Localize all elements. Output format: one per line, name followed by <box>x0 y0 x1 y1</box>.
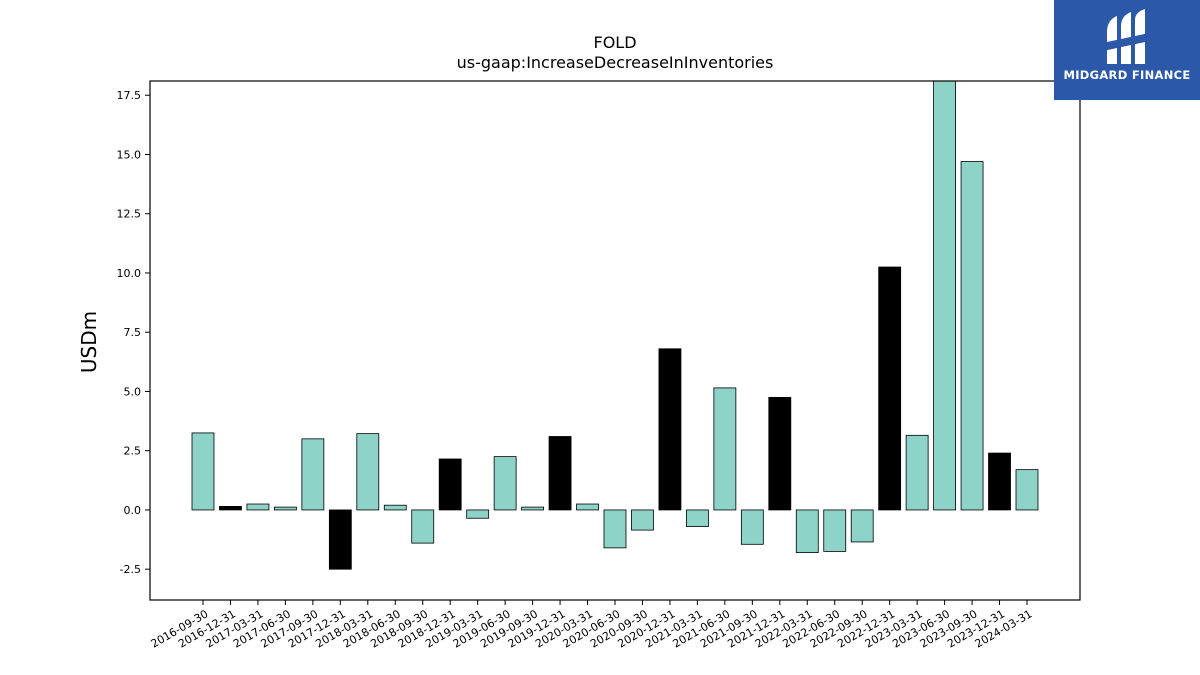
bar-2017-12-31 <box>328 509 352 570</box>
bar-2016-12-31 <box>219 505 242 511</box>
bar-2023-06-30 <box>933 80 956 511</box>
bar-2018-12-31 <box>438 458 462 511</box>
plot-frame <box>149 80 1081 601</box>
y-tick-label: 15.0 <box>117 148 142 161</box>
y-axis: -2.5 0.0 2.5 5.0 7.5 10.0 12.5 15.0 17.5 <box>117 89 150 576</box>
bar-2021-09-30 <box>740 509 764 545</box>
y-tick-label: 7.5 <box>124 326 142 339</box>
bar-2017-09-30 <box>301 438 325 511</box>
bar-2022-06-30 <box>823 509 847 552</box>
bar-2018-03-31 <box>356 433 380 511</box>
bars-layer <box>191 80 1039 570</box>
bar-2017-03-31 <box>246 503 270 511</box>
bar-2020-09-30 <box>631 509 654 531</box>
bar-2022-03-31 <box>795 509 819 554</box>
logo-text: MIDGARD FINANCE <box>1063 68 1191 82</box>
bar-2016-09-30 <box>191 432 215 511</box>
x-axis: 2016-09-302016-12-312017-03-312017-06-30… <box>149 600 1035 651</box>
y-tick-label: 0.0 <box>124 504 142 517</box>
bar-2020-06-30 <box>603 509 627 549</box>
bar-2018-06-30 <box>383 504 407 511</box>
bar-2019-03-31 <box>466 509 490 519</box>
y-tick-label: 5.0 <box>124 385 142 398</box>
y-tick-label: 17.5 <box>117 89 142 102</box>
bar-2022-12-31 <box>878 266 902 511</box>
bar-2022-09-30 <box>850 509 874 543</box>
y-tick-label: 10.0 <box>117 267 142 280</box>
y-tick-label: 12.5 <box>117 208 142 221</box>
chart-subtitle: us-gaap:IncreaseDecreaseInInventories <box>457 53 774 72</box>
midgard-logo-icon <box>1104 9 1148 64</box>
bar-2023-09-30 <box>960 161 984 511</box>
y-tick-label: 2.5 <box>124 445 142 458</box>
y-axis-label: USDm <box>77 311 101 373</box>
bar-2021-12-31 <box>768 396 792 511</box>
bar-2019-12-31 <box>548 436 572 511</box>
bar-2021-03-31 <box>686 509 709 527</box>
chart-title: FOLD <box>593 33 636 52</box>
midgard-finance-logo: MIDGARD FINANCE <box>1054 0 1200 100</box>
bar-2019-06-30 <box>493 456 517 511</box>
bar-2024-03-31 <box>1015 469 1039 511</box>
bar-2021-06-30 <box>713 387 737 511</box>
bar-2020-03-31 <box>576 503 599 511</box>
bar-2019-09-30 <box>521 506 544 511</box>
y-tick-label: -2.5 <box>120 563 141 576</box>
bar-2020-12-31 <box>658 348 682 511</box>
bar-2023-03-31 <box>905 434 929 511</box>
bar-2017-06-30 <box>273 506 297 511</box>
bar-2018-09-30 <box>411 509 435 544</box>
bar-2023-12-31 <box>988 452 1011 511</box>
